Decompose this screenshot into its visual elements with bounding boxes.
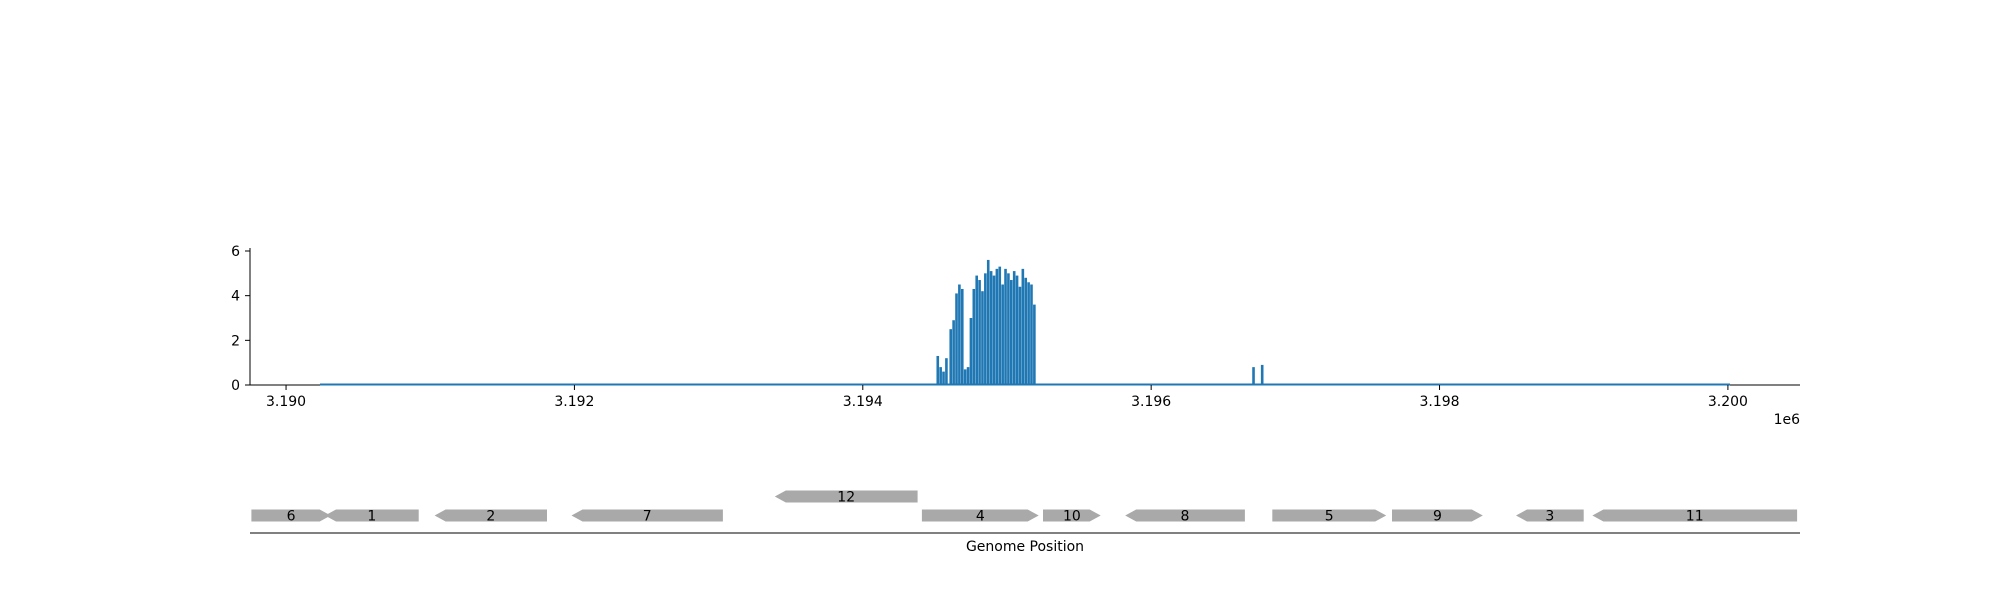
y-ticks: 0 2 4 6: [231, 244, 250, 394]
gene-label: 11: [1686, 509, 1704, 525]
gene-label: 12: [837, 490, 855, 506]
gene-arrow: [325, 509, 419, 522]
gene-arrow: [571, 509, 723, 522]
coverage-bar: [955, 293, 958, 385]
coverage-bar: [936, 355, 940, 385]
coverage-bar: [1030, 284, 1033, 385]
gene-label: 5: [1325, 509, 1334, 525]
gene-arrow: [1125, 509, 1245, 522]
gene-arrow: [1272, 509, 1387, 522]
x-ticks: 3.190 3.192 3.194 3.196 3.198 3.200: [266, 385, 1748, 410]
coverage-bar: [1027, 282, 1030, 385]
x-tick-label: 3.198: [1419, 394, 1459, 410]
y-tick-label: 4: [231, 289, 240, 305]
coverage-bar: [949, 329, 953, 385]
gene-label: 8: [1181, 509, 1190, 525]
y-tick-label: 0: [231, 378, 240, 394]
coverage-bar: [942, 371, 945, 385]
coverage-bar: [1012, 271, 1016, 385]
coverage-bar: [995, 268, 999, 385]
coverage-bar: [1001, 284, 1004, 385]
y-tick-label: 2: [231, 333, 240, 349]
coverage-bar: [1010, 280, 1013, 385]
gene-arrow: [921, 509, 1039, 522]
coverage-bar: [1024, 277, 1028, 385]
gene-arrow: [774, 490, 918, 503]
gene-arrow: [1043, 509, 1101, 522]
x-tick-label: 3.194: [843, 394, 883, 410]
gene-arrow: [251, 509, 331, 522]
coverage-bar: [981, 291, 984, 385]
gene-label: 3: [1545, 509, 1554, 525]
gene-label: 9: [1433, 509, 1442, 525]
gene-label: 10: [1063, 509, 1081, 525]
coverage-bar: [1021, 268, 1025, 385]
coverage-bar: [960, 288, 964, 385]
coverage-bars: [936, 259, 1264, 385]
x-tick-label: 3.196: [1131, 394, 1171, 410]
coverage-bar: [969, 318, 973, 385]
coverage-bar: [1252, 367, 1255, 385]
coverage-bar: [1260, 364, 1264, 385]
coverage-bar: [963, 369, 967, 385]
gene-label: 6: [287, 509, 296, 525]
coverage-bar: [1033, 304, 1036, 385]
coverage-panel: 0 2 4 6 3.190 3.192 3.194 3.196 3.198 3.200 1e6: [231, 244, 1800, 428]
coverage-bar: [1007, 273, 1010, 385]
coverage-bar: [1015, 275, 1019, 385]
coverage-bar: [984, 273, 987, 385]
coverage-bar: [998, 266, 1002, 385]
x-tick-label: 3.190: [266, 394, 306, 410]
coverage-bar: [986, 259, 990, 385]
x-tick-label: 3.200: [1708, 394, 1748, 410]
gene-label: 4: [976, 509, 985, 525]
x-tick-label: 3.192: [554, 394, 594, 410]
coverage-bar: [952, 320, 955, 385]
coverage-bar: [945, 358, 948, 385]
coverage-bar: [1004, 268, 1007, 385]
gene-arrow: [434, 509, 547, 522]
x-offset-label: 1e6: [1774, 412, 1801, 428]
coverage-bar: [989, 271, 993, 385]
coverage-bar: [992, 275, 996, 385]
gene-label: 1: [367, 509, 376, 525]
x-axis-title: Genome Position: [966, 539, 1084, 555]
coverage-bar: [975, 275, 978, 385]
coverage-bar: [972, 288, 976, 385]
gene-arrow: [1392, 509, 1483, 522]
gene-arrow: [1516, 509, 1584, 522]
gene-label: 2: [486, 509, 495, 525]
coverage-bar: [1018, 286, 1022, 385]
coverage-bar: [978, 280, 981, 385]
gene-arrow: [1592, 509, 1798, 522]
coverage-bar: [966, 367, 970, 385]
coverage-bar: [939, 367, 942, 385]
gene-label: 7: [643, 509, 652, 525]
coverage-bar: [958, 284, 961, 385]
y-tick-label: 6: [231, 244, 240, 260]
